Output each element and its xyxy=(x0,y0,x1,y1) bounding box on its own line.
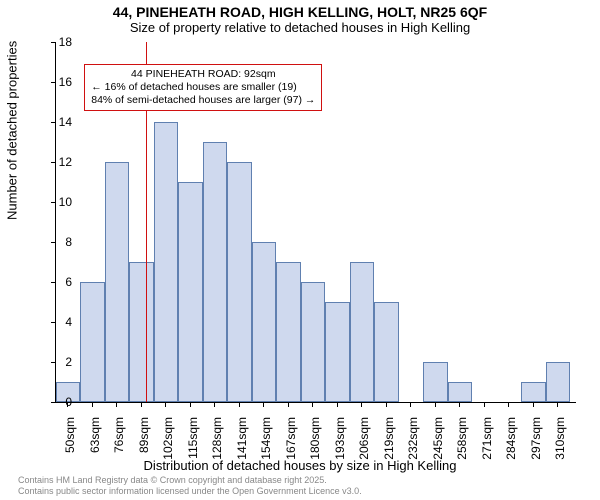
x-tick-label: 76sqm xyxy=(112,417,126,477)
x-tick-label: 193sqm xyxy=(333,417,347,477)
y-tick-label: 16 xyxy=(47,75,72,89)
histogram-bar xyxy=(227,162,251,402)
y-axis-label: Number of detached properties xyxy=(5,41,20,220)
chart-title-address: 44, PINEHEATH ROAD, HIGH KELLING, HOLT, … xyxy=(0,0,600,20)
x-tick-label: 63sqm xyxy=(88,417,102,477)
x-tick-label: 219sqm xyxy=(382,417,396,477)
x-tick-label: 89sqm xyxy=(137,417,151,477)
annotation-line: 84% of semi-detached houses are larger (… xyxy=(91,94,315,107)
y-tick-label: 0 xyxy=(47,395,72,409)
chart-footer-attribution: Contains HM Land Registry data © Crown c… xyxy=(18,475,362,496)
histogram-bar xyxy=(301,282,325,402)
property-size-histogram: 44, PINEHEATH ROAD, HIGH KELLING, HOLT, … xyxy=(0,0,600,500)
x-tick-label: 154sqm xyxy=(259,417,273,477)
histogram-bar xyxy=(374,302,398,402)
histogram-bar xyxy=(178,182,202,402)
chart-title-description: Size of property relative to detached ho… xyxy=(0,20,600,37)
histogram-bar xyxy=(276,262,300,402)
x-tick-label: 167sqm xyxy=(284,417,298,477)
y-tick-label: 12 xyxy=(47,155,72,169)
histogram-bar xyxy=(448,382,472,402)
histogram-bar xyxy=(203,142,227,402)
x-tick-label: 258sqm xyxy=(455,417,469,477)
x-tick-label: 284sqm xyxy=(504,417,518,477)
x-tick-label: 141sqm xyxy=(235,417,249,477)
x-tick-label: 115sqm xyxy=(186,417,200,477)
histogram-bar xyxy=(105,162,129,402)
x-tick-label: 206sqm xyxy=(357,417,371,477)
y-tick-label: 2 xyxy=(47,355,72,369)
histogram-bar xyxy=(80,282,104,402)
histogram-bar xyxy=(350,262,374,402)
y-tick-label: 18 xyxy=(47,35,72,49)
y-tick-label: 10 xyxy=(47,195,72,209)
histogram-bar xyxy=(129,262,153,402)
footer-line-2: Contains public sector information licen… xyxy=(18,486,362,496)
histogram-bar xyxy=(154,122,178,402)
x-tick-label: 245sqm xyxy=(431,417,445,477)
histogram-bar xyxy=(546,362,570,402)
x-tick-label: 310sqm xyxy=(553,417,567,477)
x-tick-label: 128sqm xyxy=(210,417,224,477)
x-tick-label: 180sqm xyxy=(308,417,322,477)
x-tick-label: 297sqm xyxy=(529,417,543,477)
histogram-bar xyxy=(521,382,545,402)
y-tick-label: 8 xyxy=(47,235,72,249)
histogram-bar xyxy=(325,302,349,402)
x-tick-label: 232sqm xyxy=(406,417,420,477)
y-tick-label: 4 xyxy=(47,315,72,329)
y-tick-label: 14 xyxy=(47,115,72,129)
x-tick-label: 50sqm xyxy=(63,417,77,477)
x-tick-label: 102sqm xyxy=(161,417,175,477)
histogram-bar xyxy=(252,242,276,402)
annotation-line: ← 16% of detached houses are smaller (19… xyxy=(91,81,315,94)
histogram-bar xyxy=(423,362,447,402)
annotation-box: 44 PINEHEATH ROAD: 92sqm← 16% of detache… xyxy=(84,64,322,111)
x-tick-label: 271sqm xyxy=(480,417,494,477)
annotation-line: 44 PINEHEATH ROAD: 92sqm xyxy=(91,68,315,81)
y-tick-label: 6 xyxy=(47,275,72,289)
plot-area: 44 PINEHEATH ROAD: 92sqm← 16% of detache… xyxy=(55,42,576,403)
